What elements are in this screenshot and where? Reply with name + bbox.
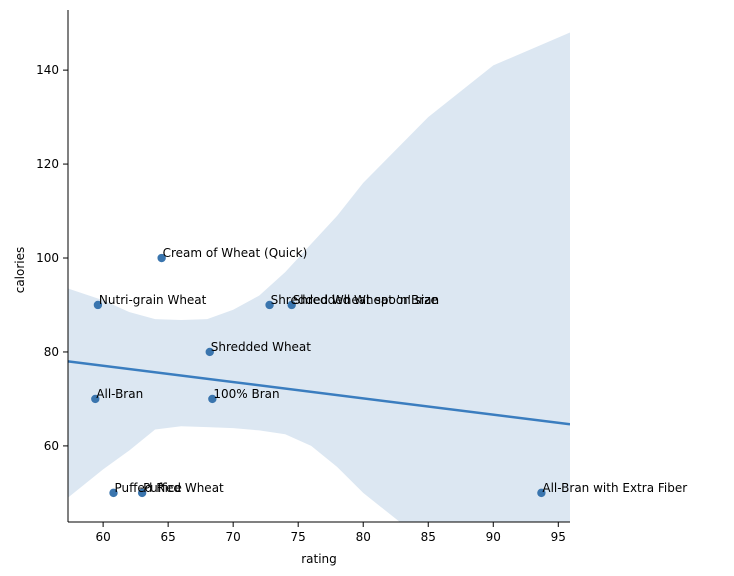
x-tick-label: 70	[226, 530, 241, 544]
y-tick-label: 60	[44, 439, 59, 453]
x-axis-title: rating	[301, 552, 337, 566]
point-label: All-Bran with Extra Fiber	[542, 481, 687, 495]
point-label: Cream of Wheat (Quick)	[163, 246, 308, 260]
point-label: Nutri-grain Wheat	[99, 293, 207, 307]
point-label: All-Bran	[96, 387, 143, 401]
point-label: Shredded Wheat spoon size	[271, 293, 438, 307]
point-label: Shredded Wheat	[211, 340, 312, 354]
x-tick-label: 80	[356, 530, 371, 544]
x-tick-label: 90	[486, 530, 501, 544]
y-tick-label: 80	[44, 345, 59, 359]
y-tick-label: 140	[36, 63, 59, 77]
point-label: 100% Bran	[213, 387, 279, 401]
x-tick-label: 95	[551, 530, 566, 544]
y-axis-title: calories	[13, 247, 27, 294]
x-tick-label: 60	[95, 530, 110, 544]
y-tick-label: 120	[36, 157, 59, 171]
point-label: Puffed Wheat	[143, 481, 224, 495]
y-tick-label: 100	[36, 251, 59, 265]
x-tick-label: 85	[421, 530, 436, 544]
x-tick-label: 65	[160, 530, 175, 544]
x-tick-label: 75	[291, 530, 306, 544]
